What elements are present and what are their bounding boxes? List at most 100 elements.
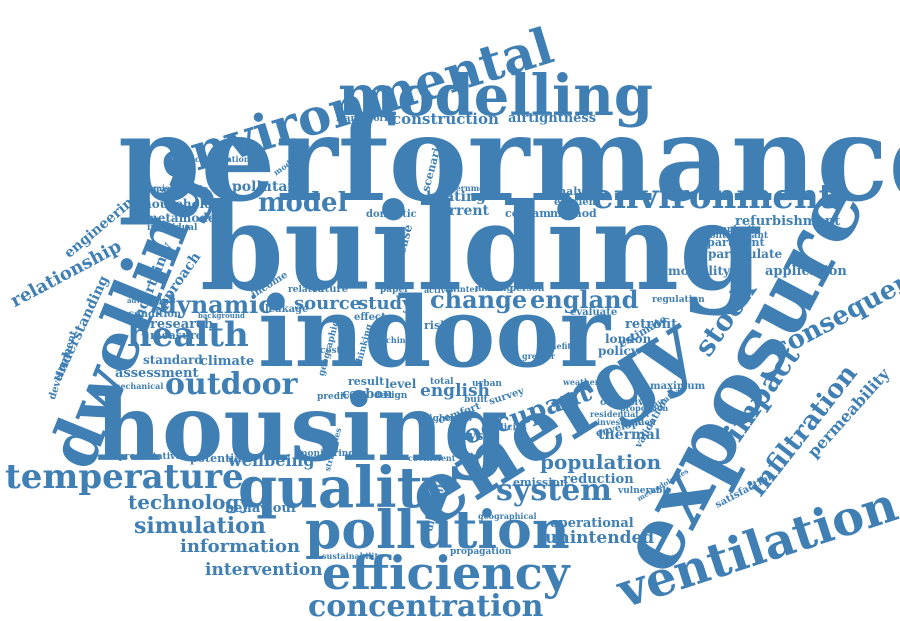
word: greater — [522, 351, 556, 361]
word: quality — [238, 455, 456, 521]
word: efficiency — [322, 546, 570, 600]
word: london — [605, 332, 652, 346]
word: predict — [317, 392, 354, 402]
word: source — [294, 293, 362, 314]
word: measure — [150, 329, 203, 342]
word: making — [475, 284, 513, 294]
word: policy — [598, 344, 638, 358]
word: policies — [488, 423, 527, 433]
word: wellbeing — [228, 451, 315, 470]
word: benefit — [540, 341, 572, 351]
word: tightness — [425, 414, 472, 424]
word: monitoring — [298, 449, 355, 459]
word: contam — [505, 207, 551, 220]
word: design — [374, 391, 408, 401]
word: paper — [380, 285, 409, 295]
word: certification — [195, 154, 250, 164]
word: reduction — [563, 472, 634, 487]
word: built — [464, 395, 488, 405]
word: modelling — [338, 63, 654, 129]
word: standard — [143, 353, 203, 367]
word: airtightness — [508, 111, 597, 126]
word: behaviour — [225, 501, 298, 516]
word: dynamic — [160, 290, 273, 319]
word: operational — [550, 516, 634, 531]
word: refurbishment — [735, 214, 841, 229]
word: method — [550, 207, 597, 220]
word: domestic — [366, 209, 417, 220]
word: temperature — [5, 457, 244, 497]
word: background — [198, 311, 245, 320]
word: person — [510, 284, 545, 294]
word: carbon — [342, 387, 393, 402]
word: potential — [190, 452, 246, 465]
word: physic — [450, 429, 497, 444]
word: assessment — [115, 366, 199, 381]
word: future — [313, 284, 349, 295]
word: thermal — [598, 427, 661, 443]
word: propagation — [450, 547, 512, 557]
word: england — [530, 285, 639, 314]
word: coefficient — [408, 453, 456, 463]
word: english — [420, 381, 490, 401]
word: vulnerable — [618, 486, 672, 496]
word: intervention — [205, 560, 323, 580]
word: result — [348, 375, 385, 388]
word: representative — [108, 452, 182, 462]
word: level — [385, 377, 417, 391]
word: construction — [392, 110, 499, 128]
word: transmission — [130, 183, 189, 193]
word: adventitious — [127, 296, 176, 305]
word: framework — [336, 114, 391, 124]
word: residential — [590, 409, 639, 419]
word: investigation — [597, 417, 656, 427]
word: model — [258, 188, 348, 218]
word: total — [430, 377, 454, 387]
word: maximum — [650, 381, 706, 392]
word: indoor — [258, 276, 611, 389]
word: complexity — [706, 225, 761, 235]
word: evaluate — [570, 307, 618, 318]
word: system — [496, 473, 612, 508]
word: leakage — [265, 304, 309, 315]
word: information — [180, 536, 301, 557]
word: household — [143, 197, 213, 211]
word: geographical — [478, 511, 537, 521]
word: government — [440, 183, 494, 193]
word: pollutant — [232, 179, 305, 195]
word: effect — [354, 312, 386, 323]
word: mechanical — [112, 381, 164, 391]
word: sustainability — [322, 551, 383, 561]
word: proportion — [620, 403, 669, 413]
word: apartment — [700, 236, 765, 249]
word: winter — [450, 284, 479, 294]
word: current — [430, 203, 490, 219]
word: efficient — [554, 197, 601, 208]
word: building — [200, 177, 763, 318]
word: risk — [424, 319, 448, 332]
word: environment — [592, 177, 835, 217]
word: contaminant — [704, 231, 769, 241]
word: change — [430, 285, 528, 314]
word: research — [150, 317, 214, 332]
word: individual — [147, 223, 198, 233]
word: unintended — [545, 528, 655, 548]
word: concentration — [308, 589, 544, 621]
word: retrofit — [625, 317, 678, 332]
word: related — [288, 285, 324, 295]
word: climate — [200, 354, 255, 369]
word: application — [765, 264, 847, 279]
word: heating — [426, 189, 486, 205]
word: regulation — [652, 295, 705, 305]
word: housing — [95, 374, 509, 482]
word: active — [424, 285, 451, 295]
word: performance — [118, 89, 900, 228]
word: characteristic — [138, 185, 209, 195]
word: simulation — [134, 513, 266, 539]
word: particulate — [708, 247, 783, 261]
word: weather — [563, 377, 599, 387]
word: urban — [472, 379, 502, 389]
word: pollution — [305, 500, 570, 561]
word: china — [386, 335, 411, 345]
